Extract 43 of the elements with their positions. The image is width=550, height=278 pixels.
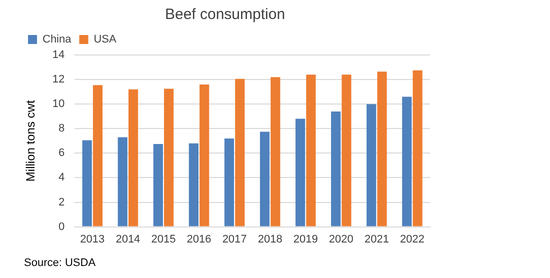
bar (153, 144, 163, 226)
bar (402, 96, 412, 226)
x-tick-label: 2018 (258, 233, 282, 246)
x-tick-label: 2020 (328, 233, 354, 246)
x-tick-label: 2015 (151, 233, 176, 246)
bar (128, 89, 138, 226)
bar (92, 85, 103, 226)
bar (235, 78, 245, 226)
x-tick-label: 2022 (400, 233, 424, 246)
y-tick-label: 14 (52, 49, 65, 62)
legend-label: China (42, 34, 72, 46)
x-tick-label: 2017 (222, 233, 247, 246)
chart-title: Beef consumption (164, 6, 286, 24)
legend-label: USA (94, 34, 118, 46)
x-tick-label: 2013 (80, 233, 105, 246)
bar (224, 138, 234, 226)
bar (82, 140, 92, 226)
bar (366, 104, 376, 226)
y-tick-label: 12 (52, 74, 65, 86)
y-tick-label: 6 (58, 147, 65, 160)
bar (342, 74, 352, 226)
x-tick-label: 2019 (293, 233, 318, 246)
bar (412, 70, 422, 226)
bar (377, 72, 387, 226)
y-tick-label: 0 (58, 220, 65, 233)
bar (306, 74, 316, 226)
y-tick-label: 2 (58, 196, 65, 208)
y-axis-title: Million tons cwt (24, 100, 38, 182)
bar (188, 143, 198, 226)
bar (270, 77, 280, 226)
bar (164, 88, 174, 226)
bar (200, 84, 210, 226)
source-note: Source: USDA (24, 257, 96, 269)
x-tick-label: 2014 (116, 233, 140, 246)
x-tick-label: 2016 (186, 233, 212, 246)
bar (331, 111, 341, 226)
bar (260, 132, 270, 226)
x-tick-label: 2021 (364, 233, 389, 246)
y-tick-label: 10 (52, 98, 65, 110)
bar (118, 137, 128, 226)
y-tick-label: 8 (58, 122, 65, 135)
y-tick-label: 4 (58, 172, 65, 184)
bar (295, 118, 306, 226)
